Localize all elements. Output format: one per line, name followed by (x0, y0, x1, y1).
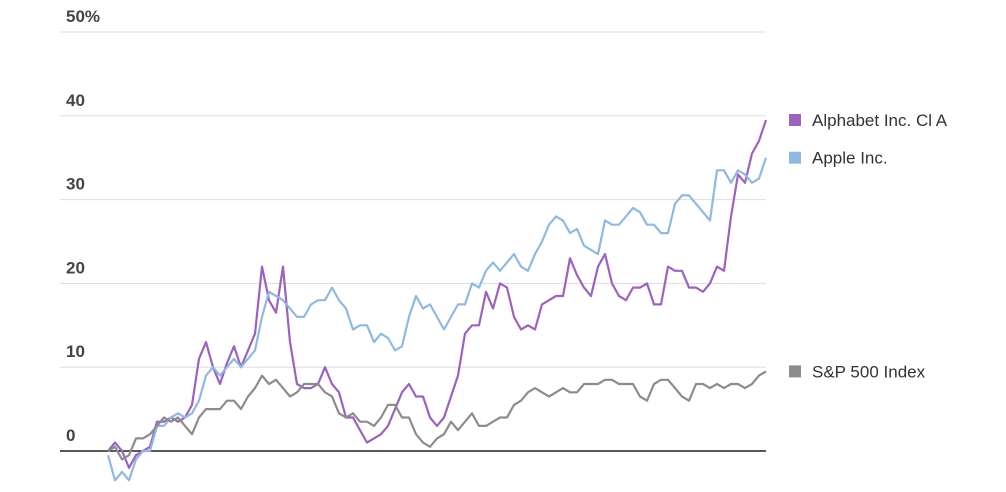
legend-label: Apple Inc. (812, 149, 888, 168)
legend-label: Alphabet Inc. Cl A (812, 111, 948, 130)
legend-swatch (789, 113, 801, 126)
series-line (106, 157, 768, 482)
y-tick-label: 40 (66, 91, 85, 110)
series-line (107, 370, 767, 461)
series-line (107, 119, 768, 469)
y-tick-label: 20 (66, 258, 85, 277)
y-tick-label: 10 (66, 342, 85, 361)
legend-swatch (789, 151, 801, 164)
legend-label: S&P 500 Index (812, 362, 926, 381)
y-tick-label: 30 (66, 175, 85, 194)
y-tick-label: 50% (66, 7, 100, 26)
y-tick-label: 0 (66, 426, 75, 445)
legend-swatch (789, 365, 801, 378)
